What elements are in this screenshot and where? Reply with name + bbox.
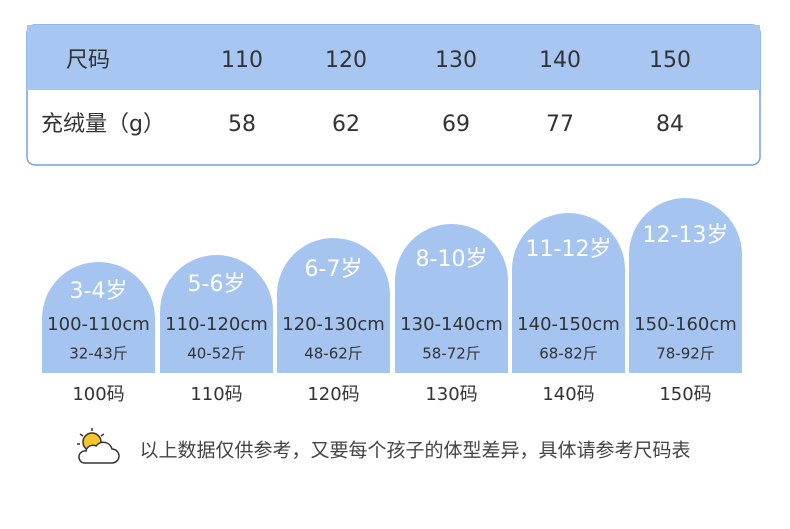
height-label: 140-150cm bbox=[517, 314, 620, 335]
table-cell: 充绒量（g） bbox=[41, 112, 165, 137]
table-cell: 69 bbox=[442, 112, 470, 137]
age-label: 11-12岁 bbox=[526, 237, 612, 262]
weight-label: 68-82斤 bbox=[539, 345, 598, 363]
weight-label: 32-43斤 bbox=[69, 345, 128, 363]
weight-label: 78-92斤 bbox=[656, 345, 715, 363]
size-arch bbox=[395, 223, 508, 373]
size-arch bbox=[512, 212, 625, 373]
weight-label: 48-62斤 bbox=[304, 345, 363, 363]
height-label: 120-130cm bbox=[282, 314, 385, 335]
size-arch bbox=[42, 262, 155, 373]
table-header-bg bbox=[27, 25, 760, 90]
weight-label: 40-52斤 bbox=[187, 345, 246, 363]
table-header-cell: 130 bbox=[435, 48, 477, 73]
size-arch bbox=[160, 255, 273, 373]
table-cell: 58 bbox=[228, 112, 256, 137]
age-label: 8-10岁 bbox=[416, 247, 488, 272]
table-header-cell: 120 bbox=[325, 48, 367, 73]
size-label: 140码 bbox=[542, 384, 594, 405]
size-label: 110码 bbox=[190, 384, 242, 405]
age-label: 6-7岁 bbox=[305, 257, 363, 282]
weight-label: 58-72斤 bbox=[422, 345, 481, 363]
table-header-cell: 尺码 bbox=[66, 48, 110, 73]
note-icon bbox=[77, 428, 120, 464]
size-label: 150码 bbox=[659, 384, 711, 405]
size-label: 100码 bbox=[72, 384, 124, 405]
age-label: 5-6岁 bbox=[188, 272, 246, 297]
size-arch bbox=[629, 197, 742, 373]
age-label: 12-13岁 bbox=[643, 223, 729, 248]
height-label: 110-120cm bbox=[165, 314, 268, 335]
age-label: 3-4岁 bbox=[70, 279, 128, 304]
table-header-cell: 150 bbox=[649, 48, 691, 73]
size-label: 130码 bbox=[425, 384, 477, 405]
table-cell: 77 bbox=[546, 112, 574, 137]
table-cell: 62 bbox=[332, 112, 360, 137]
table-cell: 84 bbox=[656, 112, 684, 137]
note: 以上数据仅供参考，又要每个孩子的体型差异，具体请参考尺码表 bbox=[139, 440, 690, 462]
height-label: 150-160cm bbox=[634, 314, 737, 335]
table-header-cell: 110 bbox=[221, 48, 263, 73]
size-arch bbox=[277, 238, 390, 373]
table-header-cell: 140 bbox=[539, 48, 581, 73]
height-label: 100-110cm bbox=[47, 314, 150, 335]
size-label: 120码 bbox=[307, 384, 359, 405]
height-label: 130-140cm bbox=[400, 314, 503, 335]
